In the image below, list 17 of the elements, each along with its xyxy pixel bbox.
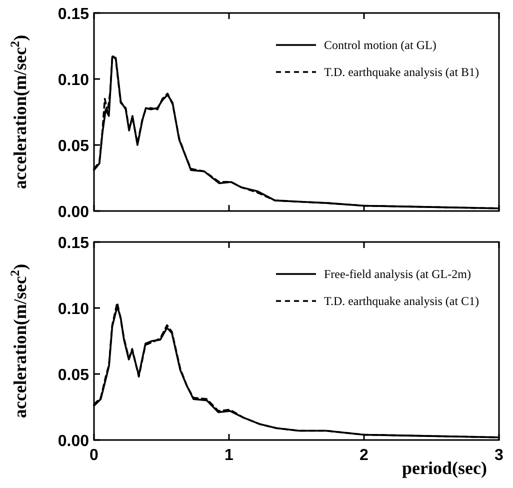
x-axis-title: period(sec): [402, 458, 487, 478]
y-tick-label: 0.00: [58, 204, 90, 221]
y-tick-label: 0.10: [58, 301, 90, 318]
y-tick-label: 0.15: [58, 235, 90, 252]
y-tick-label: 0.15: [58, 6, 90, 23]
y-tick-label: 0.05: [58, 367, 90, 384]
x-tick-label: 0: [90, 447, 99, 464]
legend-label: Control motion (at GL): [324, 38, 436, 52]
y-tick-label: 0.10: [58, 72, 90, 89]
x-tick-label: 3: [494, 447, 504, 464]
legend-label: Free-field analysis (at GL-2m): [324, 267, 471, 281]
y-tick-label: 0.05: [58, 138, 90, 155]
legend-label: T.D. earthquake analysis (at B1): [324, 65, 480, 79]
y-tick-label: 0.00: [58, 433, 90, 450]
legend-label: T.D. earthquake analysis (at C1): [324, 294, 480, 308]
x-tick-label: 1: [224, 447, 234, 464]
x-tick-label: 2: [360, 447, 369, 464]
